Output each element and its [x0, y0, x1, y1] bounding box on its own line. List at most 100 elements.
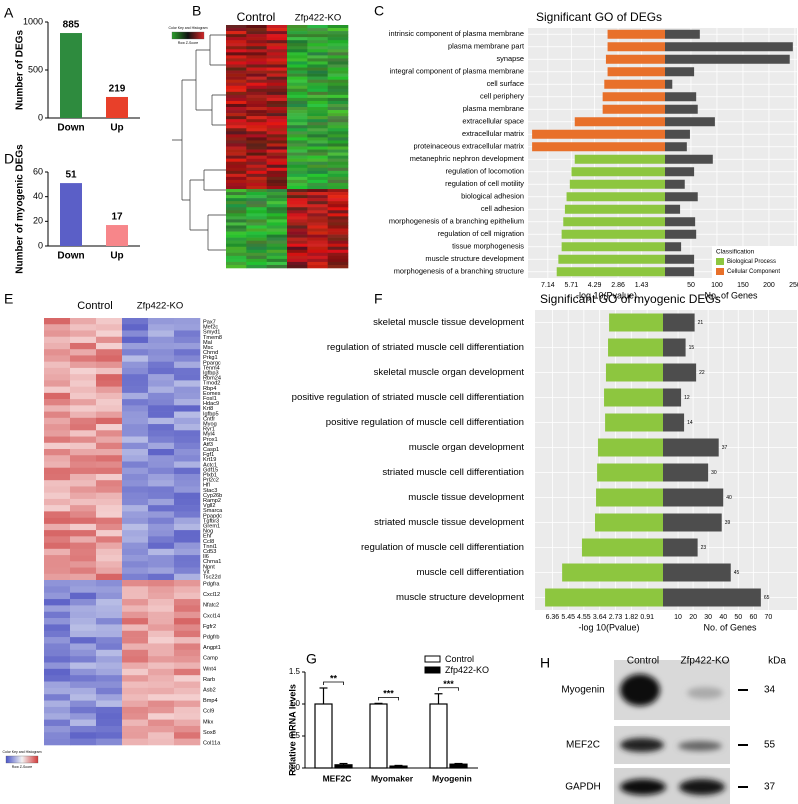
heatmap-cell [246, 249, 267, 254]
heatmap-cell [70, 486, 97, 493]
heatmap-cell [174, 580, 201, 587]
heatmap-cell [96, 442, 123, 450]
heatmap-cell [266, 213, 288, 217]
heatmap-cell [246, 49, 267, 53]
heatmap-cell [287, 128, 308, 132]
blot-row-label: GAPDH [565, 782, 601, 793]
heatmap-cell [246, 255, 267, 260]
heatmap-cell [266, 155, 288, 159]
heatmap-cell [226, 79, 247, 84]
heatmap-cell [70, 573, 97, 581]
heatmap-cell [287, 43, 308, 47]
blot-column-label: Zfp422-KO [681, 656, 730, 667]
x-tick-label: 60 [749, 614, 757, 621]
heatmap-cell [307, 125, 328, 129]
x-tick-label: 150 [737, 282, 749, 289]
heatmap-cell [122, 430, 149, 437]
heatmap-cell [122, 662, 149, 670]
heatmap-cell [287, 55, 308, 59]
heatmap-cell [327, 179, 349, 184]
gene-label: Tnni1 [203, 544, 217, 550]
pvalue-bar [558, 254, 665, 264]
heatmap-cell [307, 137, 328, 141]
heatmap-cell [70, 687, 97, 695]
heatmap-cell [174, 738, 201, 746]
heatmap-cell [96, 719, 123, 727]
heatmap-cell [122, 455, 149, 462]
heatmap-cell [307, 234, 328, 238]
gene-label: Igfbp5 [203, 411, 219, 417]
heatmap-cell [307, 201, 328, 205]
heatmap-cell [174, 342, 201, 350]
heatmap-cell [226, 113, 247, 117]
heatmap-cell [307, 222, 328, 226]
heatmap-cell [174, 523, 201, 531]
gene-bar [665, 129, 690, 139]
heatmap-cell [96, 374, 123, 381]
heatmap-cell [226, 167, 247, 172]
heatmap-cell [266, 61, 288, 65]
heatmap-cell [44, 361, 71, 369]
heatmap-cell [226, 31, 247, 35]
heatmap-cell [246, 170, 267, 175]
heatmap-cell [327, 219, 349, 223]
heatmap-cell [148, 662, 175, 670]
heatmap-cell [327, 91, 349, 96]
heatmap-cell [266, 34, 288, 38]
heatmap-cell [266, 185, 288, 190]
heatmap-cell [174, 555, 201, 562]
heatmap-cell [266, 204, 288, 208]
heatmap-cell [246, 176, 267, 181]
blot-unit: kDa [768, 656, 786, 667]
heatmap-cell [226, 252, 247, 257]
heatmap-cell [246, 258, 267, 263]
heatmap-cell [246, 216, 267, 220]
heatmap-cell [96, 681, 123, 689]
heatmap-cell [226, 97, 247, 102]
gene-label: Igfbp3 [203, 370, 219, 376]
heatmap-cell [287, 179, 308, 184]
heatmap-cell [226, 158, 247, 162]
heatmap-cell [246, 52, 267, 56]
x-tick-label: 4.55 [577, 614, 591, 621]
heatmap-cell [266, 258, 288, 263]
heatmap-cell [122, 324, 149, 331]
pvalue-bar [605, 54, 665, 64]
category-label: plasma membrane [463, 104, 524, 113]
heatmap-cell [44, 399, 71, 406]
heatmap-cell [307, 143, 328, 147]
heatmap-cell [70, 330, 97, 338]
heatmap-cell [70, 374, 97, 381]
heatmap-cell [226, 173, 247, 178]
heatmap-cell [44, 342, 71, 350]
gene-label: Atf3 [203, 442, 213, 448]
heatmap-cell [44, 536, 71, 543]
heatmap-cell [327, 73, 349, 77]
heatmap-cell [246, 61, 267, 65]
heatmap-cell [148, 324, 175, 331]
heatmap-cell [148, 567, 175, 575]
heatmap-cell [96, 480, 123, 487]
category-label: morphogenesis of a branching structure [394, 267, 524, 276]
heatmap-cell [307, 67, 328, 71]
heatmap-cell [327, 134, 349, 138]
heatmap-cell [122, 355, 149, 362]
heatmap-cell [307, 116, 328, 120]
heatmap-cell [44, 713, 71, 720]
gene-count-label: 45 [734, 570, 740, 576]
gene-bar [663, 438, 719, 457]
heatmap-cell [246, 73, 267, 77]
heatmap-cell [307, 64, 328, 68]
heatmap-cell [327, 167, 349, 172]
heatmap-cell [70, 567, 97, 575]
category-label: extracellular space [462, 117, 524, 126]
heatmap-cell [44, 624, 71, 632]
heatmap-cell [148, 449, 175, 456]
heatmap-cell [266, 131, 288, 135]
heatmap-cell [44, 675, 71, 682]
heatmap-cell [70, 517, 97, 525]
heatmap-cell [96, 486, 123, 493]
y-tick-label: 0 [38, 240, 43, 250]
heatmap-cell [327, 110, 349, 114]
heatmap-cell [122, 342, 149, 350]
